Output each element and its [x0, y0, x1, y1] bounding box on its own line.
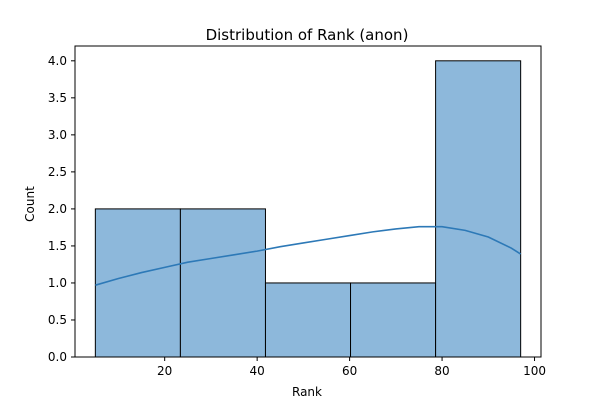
y-tick-label: 0.0: [48, 350, 67, 364]
y-tick-label: 1.5: [48, 239, 67, 253]
histogram-bar-5: [435, 60, 522, 358]
y-tick-label: 1.0: [48, 276, 67, 290]
plot-area: 20 40 60 80 100 0.0 0.5 1.0 1.5 2.0 2.5 3.0 3.5 4.0: [48, 45, 546, 378]
y-axis-label: Count: [23, 186, 37, 222]
y-tick-label: 3.0: [48, 128, 67, 142]
x-tick-label: 60: [342, 364, 357, 378]
kde-line: [95, 225, 522, 286]
x-tick-label: 20: [157, 364, 172, 378]
chart-title: Distribution of Rank (anon): [206, 26, 409, 44]
x-tick-label: 80: [434, 364, 449, 378]
histogram-bar-1: [94, 208, 181, 358]
y-tick-label: 3.5: [48, 91, 67, 105]
y-tick-label: 4.0: [48, 54, 67, 68]
y-tick-label: 0.5: [48, 313, 67, 327]
y-tick-label: 2.0: [48, 202, 67, 216]
y-tick-label: 2.5: [48, 165, 67, 179]
x-tick-label: 100: [523, 364, 546, 378]
histogram-bar-3: [264, 282, 352, 358]
x-tick-label: 40: [250, 364, 265, 378]
histogram-bar-2: [179, 208, 266, 358]
histogram-bar-4: [350, 282, 437, 358]
x-axis-label: Rank: [292, 385, 322, 399]
axes-frame: [74, 45, 542, 358]
